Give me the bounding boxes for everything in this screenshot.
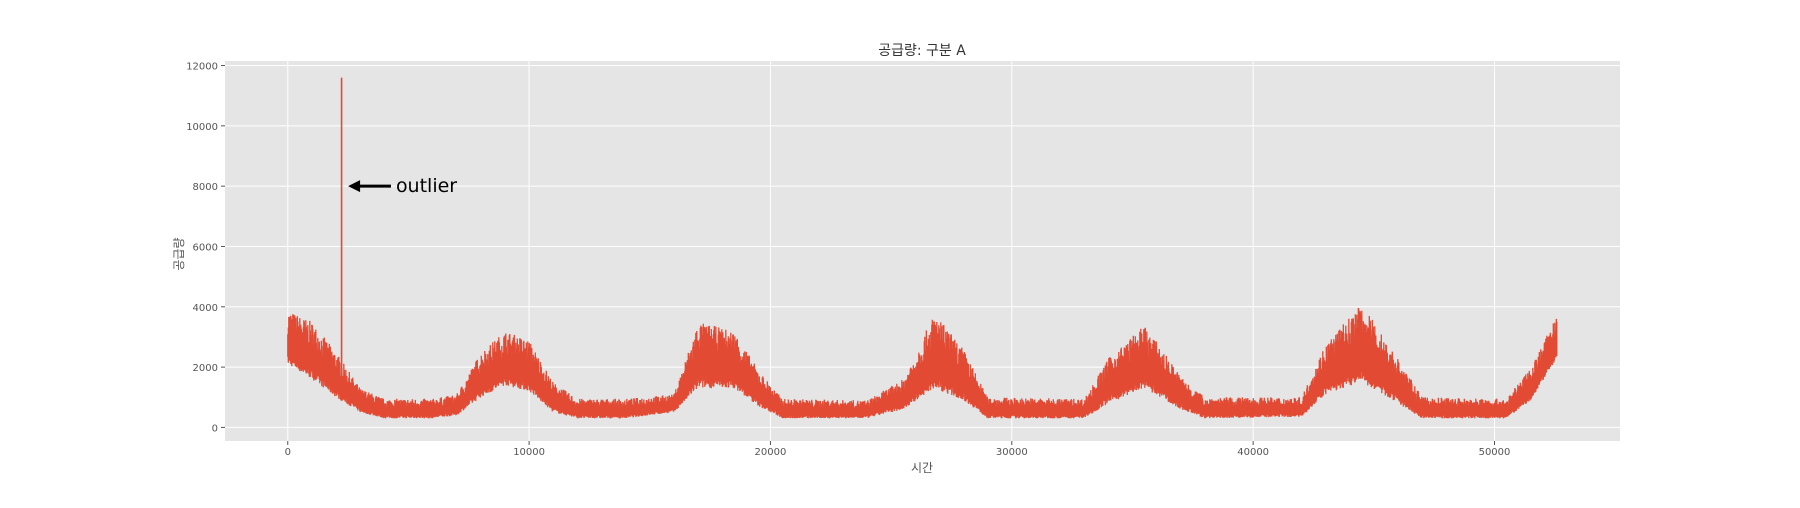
chart-title: 공급량: 구분 A xyxy=(878,43,966,59)
x-tick-label: 50000 xyxy=(1479,447,1511,458)
y-axis-label: 공급량 xyxy=(172,237,186,270)
y-tick-label: 2000 xyxy=(193,363,218,374)
y-tick-label: 0 xyxy=(212,423,218,434)
y-tick-label: 8000 xyxy=(193,182,218,193)
x-tick-label: 30000 xyxy=(996,447,1028,458)
annotation-label: outlier xyxy=(396,175,457,197)
y-axis-ticks: 0 2000 4000 6000 8000 10000 12000 xyxy=(186,62,225,434)
y-tick-label: 6000 xyxy=(193,242,218,253)
series-layer xyxy=(287,77,1558,419)
y-tick-label: 12000 xyxy=(186,62,218,73)
x-tick-label: 40000 xyxy=(1237,447,1269,458)
y-tick-label: 4000 xyxy=(193,303,218,314)
x-tick-label: 20000 xyxy=(755,447,787,458)
grid xyxy=(225,61,1620,441)
x-tick-label: 0 xyxy=(285,447,291,458)
series-line xyxy=(287,307,1558,419)
x-axis-label: 시간 xyxy=(911,461,933,475)
x-axis-ticks: 0 10000 20000 30000 40000 50000 xyxy=(285,441,1511,458)
annotations: outlier xyxy=(348,175,457,197)
x-tick-label: 10000 xyxy=(513,447,545,458)
y-tick-label: 10000 xyxy=(186,122,218,133)
annotation-arrow-head xyxy=(348,180,361,193)
